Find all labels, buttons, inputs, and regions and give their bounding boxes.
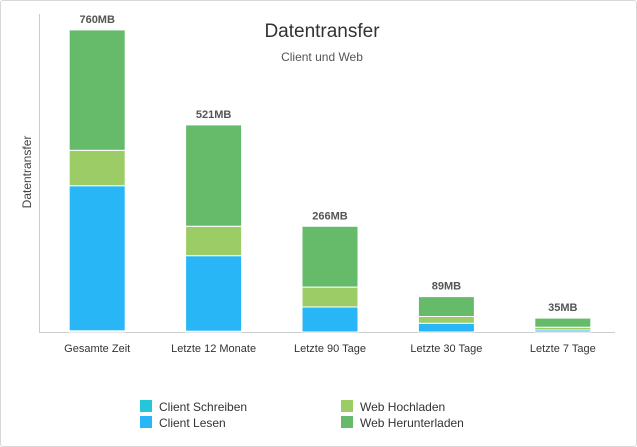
bar-letzte-90-tage-web-hochladen <box>301 286 359 308</box>
total-label-letzte-7-tage: 35MB <box>548 302 577 314</box>
x-tick-label-letzte-90-tage: Letzte 90 Tage <box>294 343 366 355</box>
bar-gesamte-zeit-web-herunterladen <box>68 29 126 151</box>
legend-item-client-lesen[interactable]: Client Lesen <box>140 416 226 430</box>
bar-letzte-30-tage-client-lesen <box>417 322 475 333</box>
labels-group: 760MB Gesamte Zeit 521MB Letzte 12 Monate 26… <box>64 14 596 355</box>
x-tick-label-gesamte-zeit: Gesamte Zeit <box>64 343 130 355</box>
legend-item-web-herunterladen[interactable]: Web Herunterladen <box>341 416 464 430</box>
legend-swatch-client-lesen <box>140 416 152 428</box>
legend: Client Schreiben Client Lesen Web Hochlade… <box>140 400 464 430</box>
bar-letzte-12-monate-web-hochladen <box>185 225 243 257</box>
chart-subtitle: Client und Web <box>281 50 363 64</box>
legend-swatch-web-herunterladen <box>341 416 353 428</box>
legend-item-web-hochladen[interactable]: Web Hochladen <box>341 400 445 414</box>
bar-letzte-7-tage-web-herunterladen <box>534 317 592 328</box>
bar-letzte-90-tage-web-herunterladen <box>301 225 359 288</box>
x-tick-label-letzte-30-tage: Letzte 30 Tage <box>410 343 482 355</box>
total-label-gesamte-zeit: 760MB <box>79 14 115 26</box>
legend-label-web-herunterladen: Web Herunterladen <box>360 416 464 430</box>
legend-label-client-schreiben: Client Schreiben <box>159 400 247 414</box>
legend-swatch-client-schreiben <box>140 400 152 412</box>
legend-swatch-web-hochladen <box>341 400 353 412</box>
total-label-letzte-12-monate: 521MB <box>196 109 232 121</box>
bar-letzte-12-monate-web-herunterladen <box>185 124 243 227</box>
legend-label-web-hochladen: Web Hochladen <box>360 400 445 414</box>
bar-gesamte-zeit-client-lesen <box>68 185 126 332</box>
bar-gesamte-zeit-web-hochladen <box>68 149 126 187</box>
x-tick-label-letzte-7-tage: Letzte 7 Tage <box>530 343 596 355</box>
chart-title: Datentransfer <box>264 21 380 42</box>
bars-group <box>68 29 592 333</box>
total-label-letzte-30-tage: 89MB <box>432 281 461 293</box>
bar-letzte-30-tage-web-hochladen <box>417 315 475 324</box>
x-tick-label-letzte-12-monate: Letzte 12 Monate <box>171 343 256 355</box>
bar-letzte-12-monate-client-lesen <box>185 255 243 332</box>
bar-letzte-30-tage-web-herunterladen <box>417 296 475 317</box>
bar-letzte-90-tage-client-lesen <box>301 306 359 333</box>
y-axis-label: Datentransfer <box>20 136 34 209</box>
legend-label-client-lesen: Client Lesen <box>159 416 226 430</box>
legend-item-client-schreiben[interactable]: Client Schreiben <box>140 400 247 414</box>
total-label-letzte-90-tage: 266MB <box>312 210 348 222</box>
